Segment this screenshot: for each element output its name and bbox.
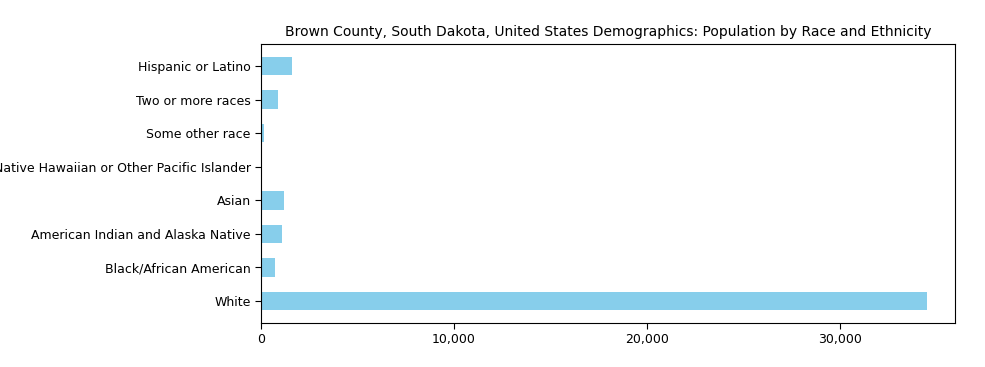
Bar [261,90,279,109]
Bar [261,225,283,243]
Bar [261,292,927,310]
Bar [261,258,275,277]
Bar [261,191,285,210]
Title: Brown County, South Dakota, United States Demographics: Population by Race and E: Brown County, South Dakota, United State… [285,25,932,39]
Bar [261,157,262,176]
Bar [261,57,292,75]
Bar [261,124,264,142]
